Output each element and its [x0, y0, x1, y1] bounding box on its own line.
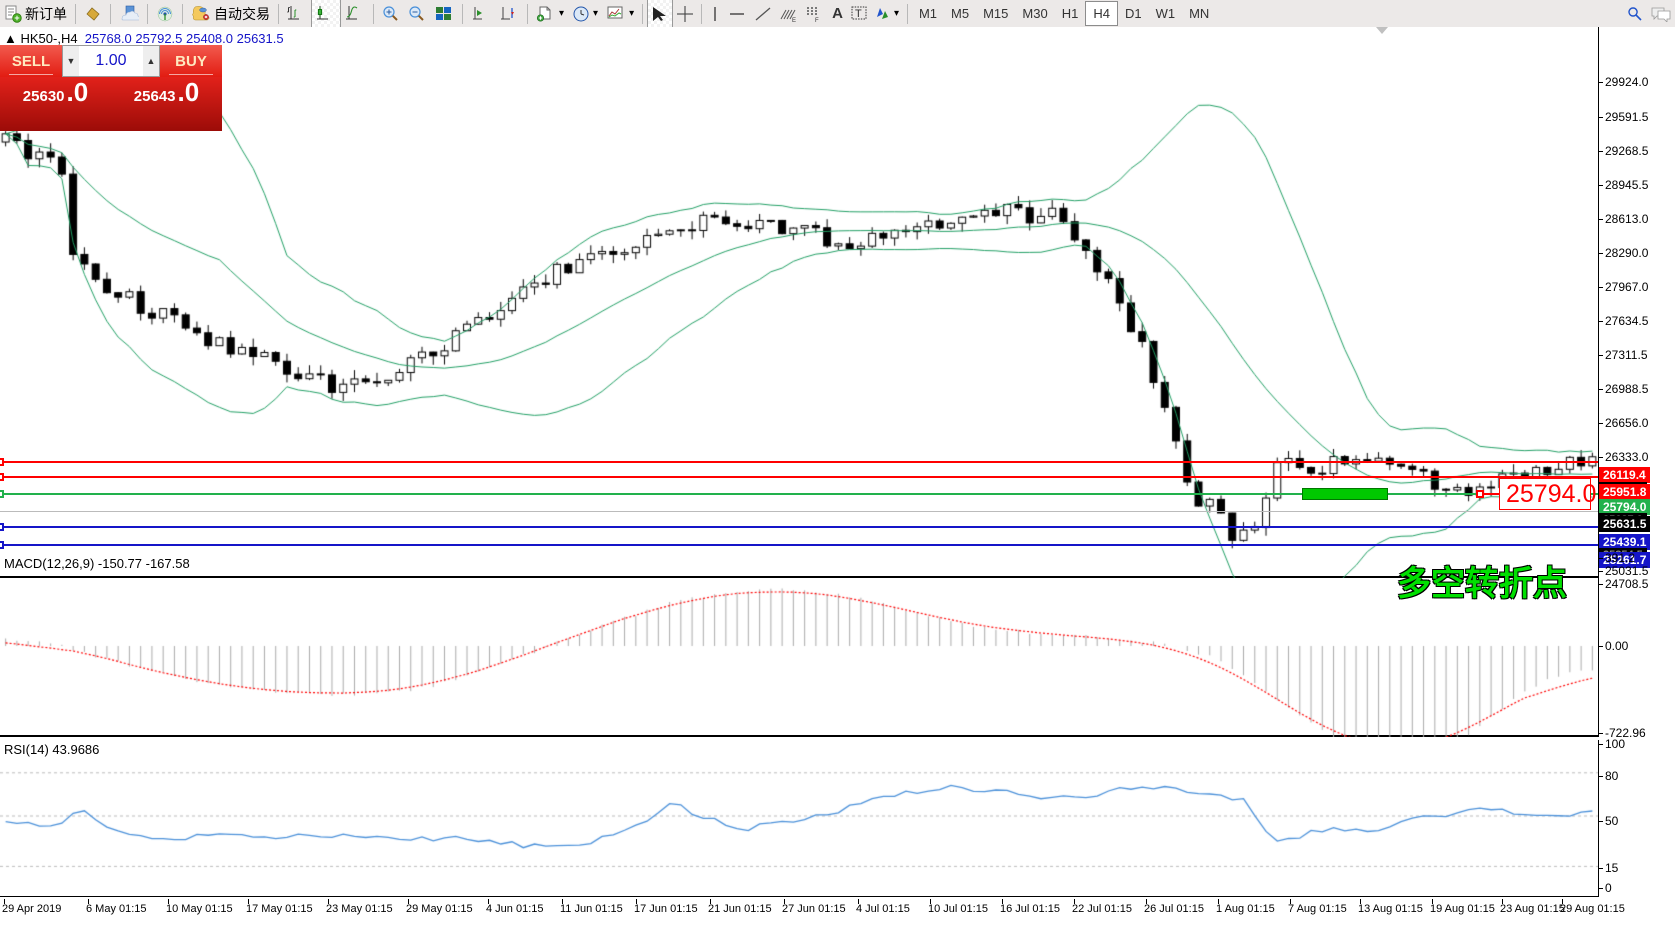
svg-text:T: T: [855, 8, 862, 20]
svg-text:E: E: [792, 18, 796, 22]
svg-text:F: F: [815, 18, 819, 22]
